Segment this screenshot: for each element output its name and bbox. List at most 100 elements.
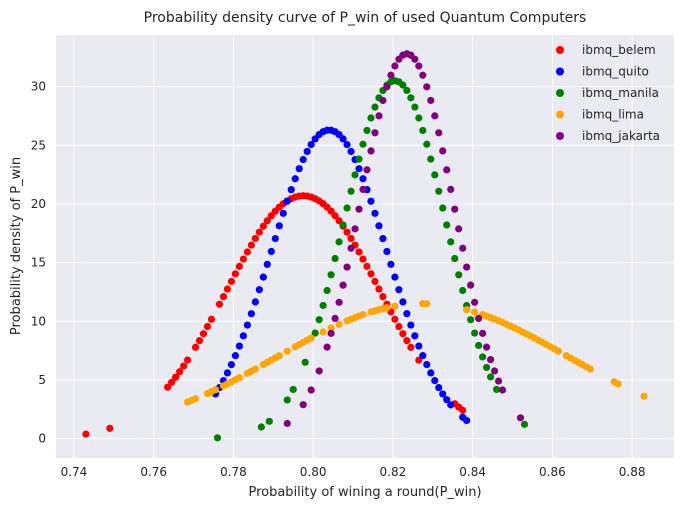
series-ibmq_manila [213, 77, 529, 442]
data-point [271, 234, 279, 243]
data-point [403, 337, 411, 345]
x-axis-ticks: 0.74 0.76 0.78 0.80 0.82 0.84 0.86 0.88 [61, 465, 646, 479]
data-point [239, 332, 247, 340]
data-point [215, 300, 224, 308]
data-point [247, 310, 255, 318]
data-point [195, 337, 204, 345]
data-point [207, 315, 216, 323]
data-point [172, 373, 180, 381]
data-point [459, 406, 467, 414]
data-point [483, 363, 491, 372]
legend-label: ibmq_jakarta [582, 129, 660, 143]
data-point [379, 234, 387, 243]
data-point [399, 81, 407, 89]
data-point [265, 417, 273, 425]
data-point [640, 392, 648, 400]
data-point [82, 430, 90, 438]
data-point [383, 83, 391, 91]
data-points [82, 50, 648, 442]
data-point [423, 83, 431, 91]
data-point [235, 342, 244, 350]
data-point [191, 395, 200, 403]
data-point [451, 205, 459, 213]
data-point [419, 126, 427, 135]
data-point [323, 343, 331, 351]
data-point [554, 347, 562, 355]
data-point [427, 155, 435, 163]
data-point [335, 238, 343, 246]
data-point [211, 386, 220, 394]
data-point [331, 254, 339, 263]
data-point [490, 367, 499, 375]
data-point [291, 175, 299, 183]
data-point [459, 286, 467, 295]
data-point [255, 228, 263, 236]
data-point [375, 222, 383, 230]
data-point [371, 209, 379, 217]
grid [56, 35, 674, 458]
data-point [235, 262, 244, 270]
data-point [415, 114, 423, 122]
data-point [223, 285, 232, 293]
data-point [391, 62, 399, 70]
data-point [343, 204, 351, 212]
data-point [447, 238, 455, 246]
y-tick-label: 0 [38, 432, 46, 446]
data-point [363, 126, 371, 135]
data-point [391, 273, 399, 281]
data-point [275, 352, 283, 360]
y-tick-label: 5 [38, 373, 46, 387]
data-point [331, 314, 339, 323]
data-point [259, 222, 267, 230]
y-tick-label: 10 [31, 314, 46, 328]
data-point [520, 420, 529, 428]
data-point [257, 423, 265, 431]
data-point [289, 385, 297, 394]
data-point [363, 166, 371, 174]
data-point [359, 175, 367, 183]
series-ibmq_lima [183, 300, 648, 406]
data-point [411, 55, 419, 63]
data-point [375, 112, 383, 120]
data-point [335, 320, 343, 328]
x-tick-label: 0.88 [619, 465, 646, 479]
data-point [486, 356, 495, 364]
data-point [395, 322, 403, 331]
legend-item-ibmq_belem: ibmq_belem [556, 43, 656, 57]
data-point [331, 212, 339, 220]
x-tick-label: 0.74 [61, 465, 88, 479]
data-point [492, 385, 501, 394]
legend-marker [556, 89, 564, 97]
data-point [475, 341, 483, 350]
data-point [235, 374, 244, 382]
data-point [471, 308, 479, 316]
data-point [435, 187, 443, 195]
data-point [423, 361, 431, 369]
data-point [355, 165, 363, 173]
legend-marker [556, 46, 564, 54]
data-point [371, 129, 379, 137]
data-point [391, 315, 399, 323]
data-point [255, 286, 263, 294]
data-point [355, 205, 363, 213]
data-point [287, 186, 295, 194]
data-point [303, 147, 311, 156]
y-tick-label: 30 [31, 80, 46, 94]
data-point [279, 209, 287, 217]
data-point [307, 386, 315, 394]
data-point [367, 270, 375, 278]
data-point [176, 368, 184, 376]
data-point [183, 356, 192, 364]
legend-marker [556, 132, 564, 140]
chart-title: Probability density curve of P_win of us… [144, 10, 587, 26]
data-point [319, 328, 327, 336]
data-point [295, 165, 303, 173]
data-point [275, 222, 283, 230]
data-point [213, 434, 222, 442]
data-point [355, 155, 363, 163]
x-tick-label: 0.78 [220, 465, 247, 479]
x-tick-label: 0.86 [539, 465, 566, 479]
data-point [168, 378, 176, 386]
y-tick-label: 25 [31, 138, 46, 152]
data-point [483, 343, 491, 351]
